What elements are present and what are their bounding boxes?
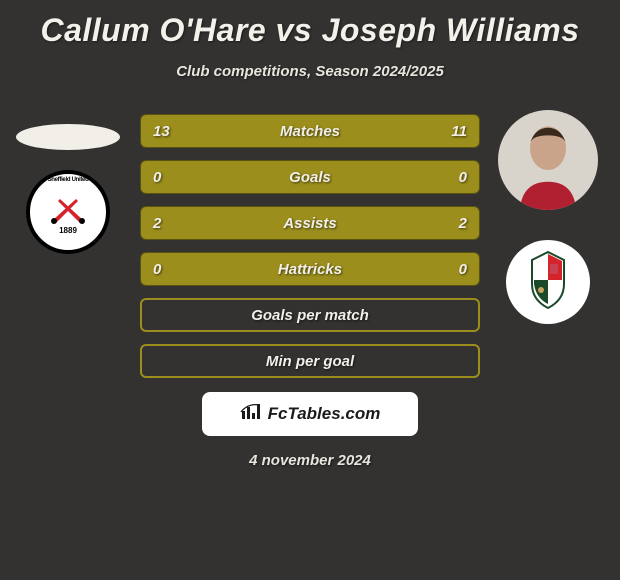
stat-left-value: 13 [153,123,170,140]
right-player-column [488,108,608,324]
branding-text: FcTables.com [268,404,381,424]
stat-right-value: 11 [451,123,467,140]
stat-bars: 13 Matches 11 0 Goals 0 2 Assists 2 0 Ha… [140,114,480,469]
right-player-photo [498,110,598,210]
subtitle: Club competitions, Season 2024/2025 [0,63,620,80]
stat-label: Goals per match [251,307,369,324]
page-title: Callum O'Hare vs Joseph Williams [0,0,620,49]
left-club-badge: Sheffield United 1889 [26,170,110,254]
fctables-logo-icon [240,401,262,427]
stat-label: Matches [280,123,340,140]
left-club-year: 1889 [59,226,77,235]
left-club-name: Sheffield United [48,177,89,183]
stat-label: Hattricks [278,261,342,278]
stat-label: Min per goal [266,353,354,370]
stat-row-assists: 2 Assists 2 [140,206,480,240]
stat-row-goals-per-match: Goals per match [140,298,480,332]
stat-row-min-per-goal: Min per goal [140,344,480,378]
stat-right-value: 0 [459,261,467,278]
stat-label: Goals [289,169,331,186]
stat-right-value: 2 [459,215,467,232]
right-club-badge [506,240,590,324]
stat-label: Assists [283,215,336,232]
swords-icon [48,195,88,225]
stat-row-matches: 13 Matches 11 [140,114,480,148]
stat-left-value: 0 [153,261,161,278]
branding-banner: FcTables.com [202,392,418,436]
stat-right-value: 0 [459,169,467,186]
stat-left-value: 0 [153,169,161,186]
stat-row-goals: 0 Goals 0 [140,160,480,194]
date-text: 4 november 2024 [140,452,480,469]
stat-left-value: 2 [153,215,161,232]
left-player-photo-placeholder [16,124,120,150]
left-player-column: Sheffield United 1889 [8,108,128,254]
stat-row-hattricks: 0 Hattricks 0 [140,252,480,286]
